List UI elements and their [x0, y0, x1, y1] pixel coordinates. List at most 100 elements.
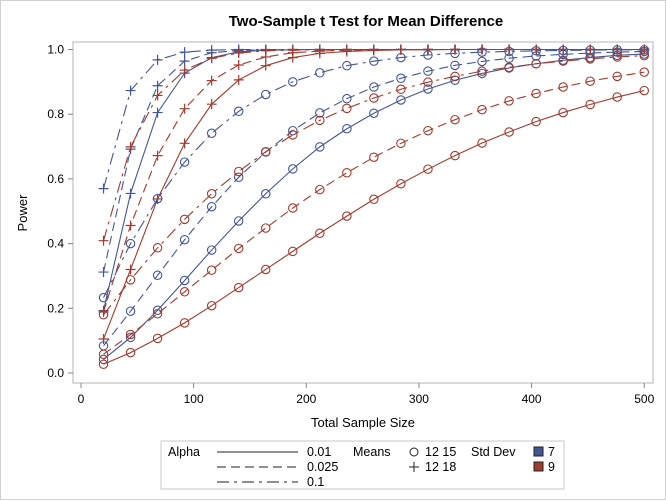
data-point-plus — [152, 90, 163, 101]
data-point-circle — [558, 107, 568, 118]
data-point-plus — [152, 150, 163, 161]
data-point-circle — [369, 56, 379, 66]
data-point-circle — [342, 103, 352, 114]
data-point-circle — [125, 238, 136, 249]
chart-title: Two-Sample t Test for Mean Difference — [229, 13, 504, 30]
data-point-circle — [450, 150, 460, 161]
data-point-circle — [396, 95, 406, 105]
data-point-circle — [315, 68, 325, 78]
data-point-plus — [233, 74, 244, 85]
data-point-plus — [179, 65, 190, 76]
y-tick-label: 0.8 — [47, 107, 64, 121]
data-point-plus — [125, 220, 136, 231]
data-point-circle — [423, 77, 433, 87]
series-line — [103, 90, 645, 365]
x-tick-label: 500 — [634, 392, 654, 406]
legend-alpha-1: 0.025 — [307, 460, 338, 474]
series-line — [103, 50, 645, 347]
data-point-circle — [98, 292, 109, 303]
data-point-plus — [287, 45, 298, 56]
series-alpha0.025-means12-15-sd9 — [98, 67, 649, 359]
y-tick-label: 0.6 — [47, 172, 64, 186]
data-point-circle — [260, 189, 271, 199]
data-point-circle — [369, 93, 379, 103]
data-point-plus — [612, 44, 623, 55]
data-point-plus — [260, 60, 271, 71]
data-point-circle — [315, 228, 325, 238]
data-point-circle — [423, 66, 433, 76]
data-point-circle — [423, 125, 433, 136]
data-point-circle — [98, 310, 109, 320]
data-point-circle — [369, 194, 379, 205]
series-line — [103, 71, 645, 355]
data-point-circle — [179, 157, 190, 167]
data-point-circle — [288, 125, 298, 136]
data-point-plus — [98, 235, 109, 246]
data-point-circle — [152, 333, 163, 344]
data-point-circle — [504, 127, 514, 137]
legend-alpha-0: 0.01 — [307, 445, 331, 459]
data-point-circle — [450, 114, 460, 125]
data-point-circle — [504, 96, 514, 106]
data-point-circle — [477, 138, 487, 148]
legend-sd-0: 7 — [548, 445, 555, 459]
data-point-plus — [125, 188, 136, 199]
data-point-circle — [288, 130, 298, 140]
x-tick-label: 0 — [78, 392, 85, 406]
data-point-circle — [179, 234, 190, 245]
data-point-plus — [585, 44, 596, 55]
data-point-circle — [152, 270, 163, 281]
data-point-circle — [477, 56, 487, 67]
data-point-circle — [315, 115, 325, 126]
data-point-plus — [395, 44, 406, 55]
data-point-circle — [450, 60, 460, 71]
data-point-circle — [558, 56, 568, 66]
data-point-circle — [342, 168, 352, 178]
series-alpha0.01-means12-15-sd7 — [98, 49, 649, 365]
y-tick-label: 0.4 — [47, 237, 64, 251]
legend-alpha-title: Alpha — [168, 445, 200, 459]
series-line — [103, 53, 645, 360]
data-point-plus — [368, 44, 379, 55]
data-point-circle — [179, 318, 190, 328]
data-point-circle — [396, 73, 406, 84]
data-point-plus — [179, 138, 190, 149]
legend: Alpha 0.01 0.025 0.1 Means 12 15 12 18 S… — [160, 440, 565, 490]
data-point-plus — [531, 44, 542, 55]
data-point-circle — [450, 71, 460, 82]
data-point-circle — [477, 68, 487, 79]
data-point-plus — [206, 75, 217, 86]
data-point-circle — [125, 306, 136, 316]
data-point-circle — [396, 179, 406, 189]
data-point-circle — [260, 264, 271, 275]
data-point-circle — [585, 54, 595, 64]
data-point-circle — [152, 193, 163, 204]
series-line — [103, 48, 645, 313]
data-point-circle — [206, 300, 217, 311]
data-point-circle — [260, 146, 271, 157]
data-point-plus — [477, 44, 488, 55]
data-point-circle — [206, 128, 217, 139]
data-point-circle — [98, 354, 109, 365]
y-tick-label: 0.0 — [47, 366, 64, 380]
legend-sd-1: 9 — [548, 460, 555, 474]
data-point-circle — [206, 189, 217, 199]
data-point-circle — [260, 223, 271, 233]
data-point-circle — [125, 347, 136, 358]
data-point-circle — [125, 329, 136, 340]
data-point-circle — [531, 88, 541, 99]
series-line — [102, 48, 645, 311]
series-alpha0.01-means12-15-sd9 — [98, 85, 649, 370]
data-point-circle — [206, 265, 217, 275]
legend-means-1: 12 18 — [425, 460, 456, 474]
data-point-circle — [639, 85, 649, 96]
legend-alpha-2: 0.1 — [307, 475, 324, 489]
data-point-circle — [179, 287, 190, 297]
data-point-circle — [423, 164, 433, 174]
data-point-circle — [315, 142, 325, 152]
series-alpha0.1-means12-18-sd7 — [98, 44, 650, 194]
data-point-plus — [206, 99, 217, 110]
data-point-plus — [422, 44, 433, 55]
legend-means-title: Means — [353, 445, 391, 459]
